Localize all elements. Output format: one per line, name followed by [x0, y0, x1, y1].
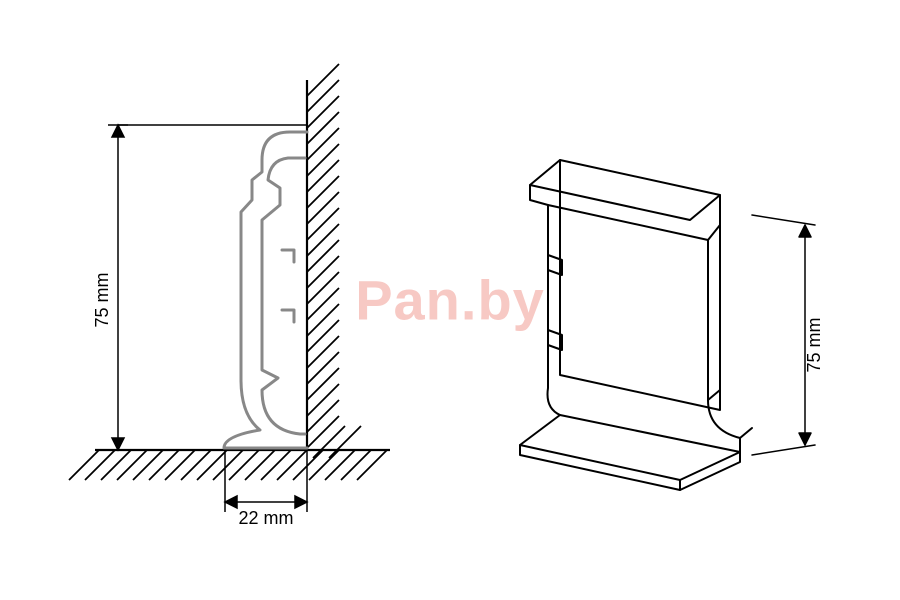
iso-view [520, 160, 815, 490]
section-view: 75 mm 22 mm [69, 64, 390, 528]
wall-hatch [307, 64, 361, 458]
skirting-profile [224, 132, 307, 448]
dim-iso-height-label: 75 mm [804, 317, 824, 372]
dim-depth-label: 22 mm [238, 508, 293, 528]
dim-height-label: 75 mm [92, 272, 112, 327]
floor-hatch [69, 450, 387, 480]
technical-drawing: 75 mm 22 mm [0, 0, 900, 600]
